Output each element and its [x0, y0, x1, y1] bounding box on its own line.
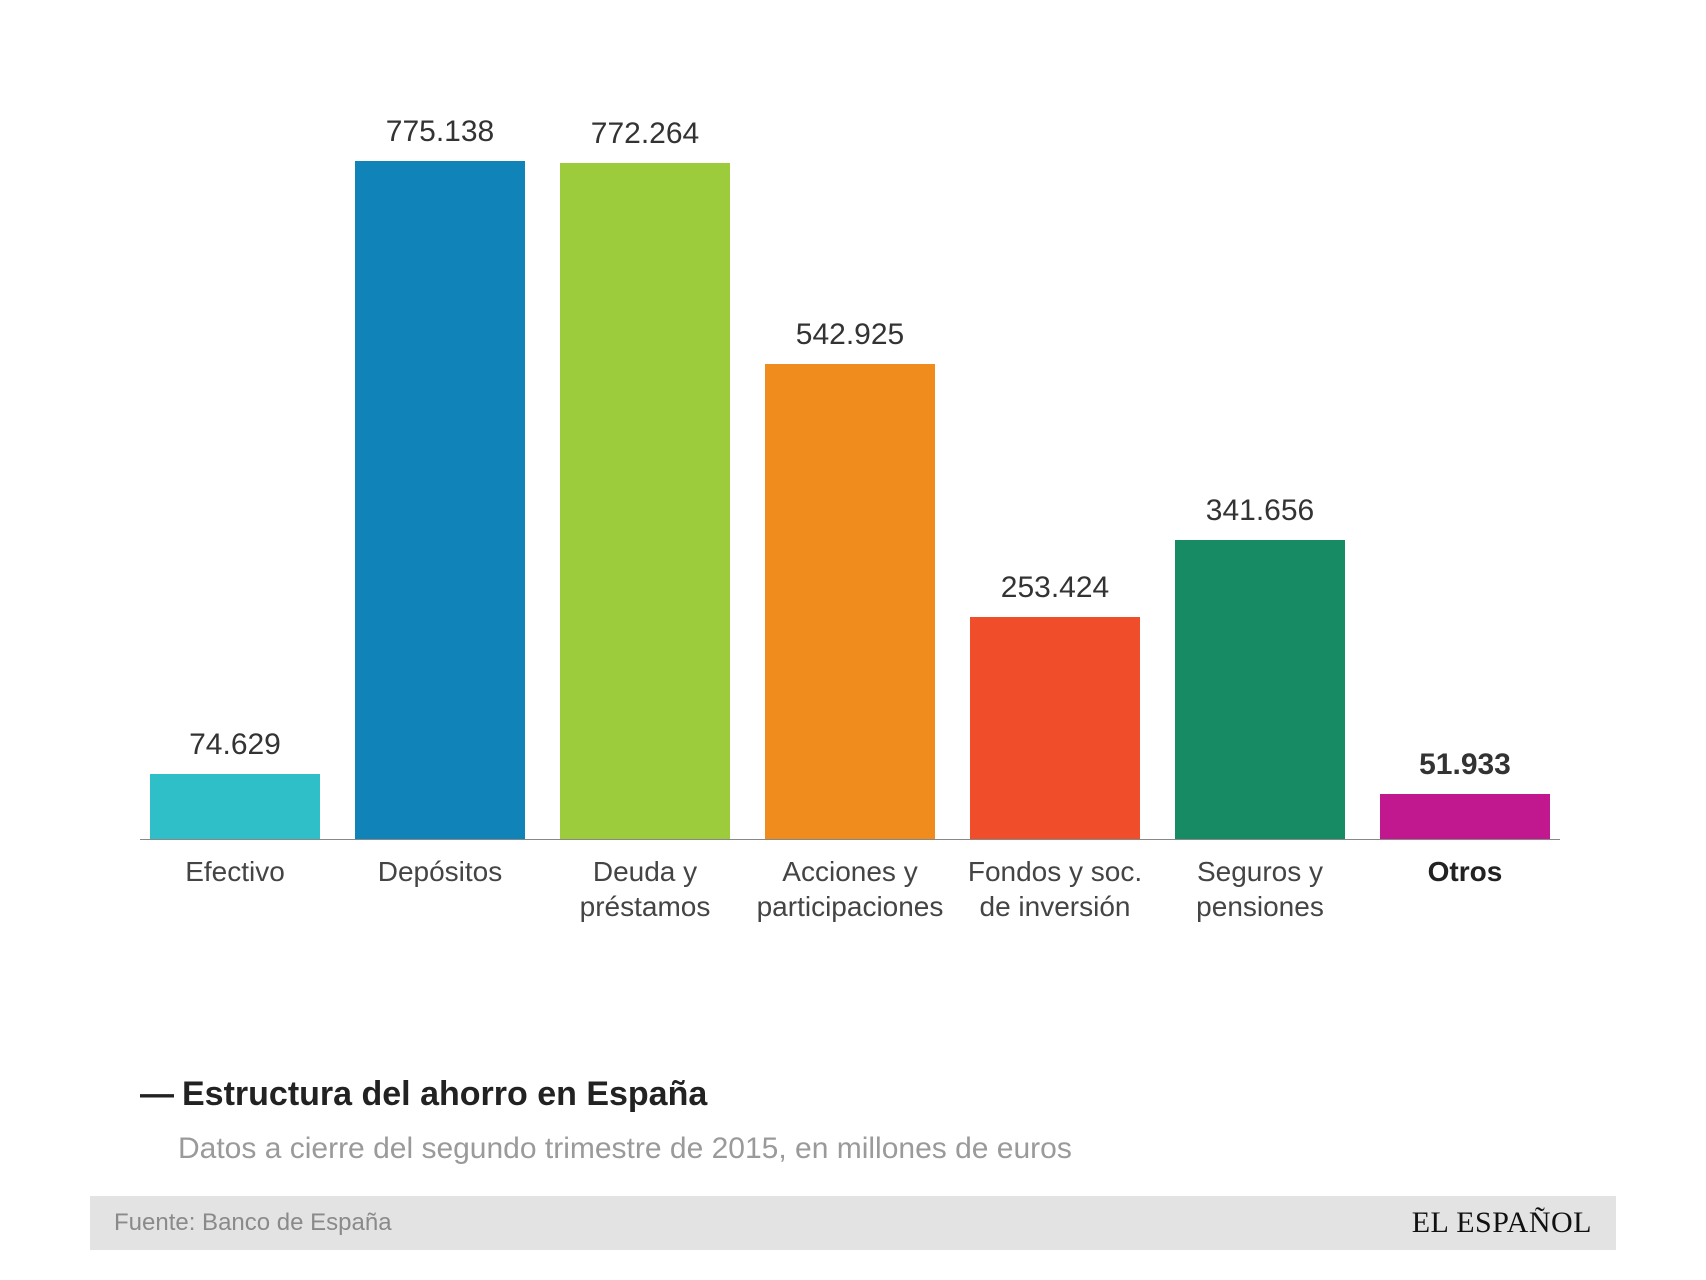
- bar-group: 542.925: [755, 318, 945, 839]
- bar-value: 74.629: [189, 728, 281, 762]
- bar-label: Fondos y soc. de inversión: [960, 854, 1150, 924]
- bar-group: 775.138: [345, 115, 535, 839]
- bar-label: Seguros y pensiones: [1165, 854, 1355, 924]
- bar-label: Otros: [1370, 854, 1560, 924]
- bar-value: 341.656: [1206, 494, 1314, 528]
- bar-group: 341.656: [1165, 494, 1355, 839]
- title-block: — Estructura del ahorro en España Datos …: [140, 1075, 1072, 1166]
- bar-value: 542.925: [796, 318, 904, 352]
- bar-group: 253.424: [960, 571, 1150, 839]
- chart-area: 74.629 775.138 772.264 542.925 253.424 341.65…: [140, 80, 1560, 960]
- bar-group: 51.933: [1370, 748, 1560, 839]
- bar-value: 253.424: [1001, 571, 1109, 605]
- bar-value: 51.933: [1419, 748, 1511, 782]
- bars-container: 74.629 775.138 772.264 542.925 253.424 341.65…: [140, 80, 1560, 840]
- bar: [150, 774, 320, 839]
- bar-value: 772.264: [591, 117, 699, 151]
- bar: [765, 364, 935, 839]
- bar: [1380, 794, 1550, 839]
- chart-subtitle: Datos a cierre del segundo trimestre de …: [178, 1132, 1072, 1166]
- footer-bar: Fuente: Banco de España EL ESPAÑOL: [90, 1196, 1616, 1250]
- bar-value: 775.138: [386, 115, 494, 149]
- bar-labels-row: EfectivoDepósitosDeuda y préstamosAccion…: [140, 854, 1560, 924]
- title-text: Estructura del ahorro en España: [182, 1075, 707, 1114]
- footer-brand: EL ESPAÑOL: [1412, 1206, 1592, 1240]
- bar-group: 772.264: [550, 117, 740, 839]
- title-dash: —: [140, 1075, 174, 1114]
- bar-label: Efectivo: [140, 854, 330, 924]
- bar: [355, 161, 525, 839]
- footer-source: Fuente: Banco de España: [114, 1209, 392, 1237]
- bar: [970, 617, 1140, 839]
- bar: [560, 163, 730, 839]
- bar-label: Acciones y participaciones: [755, 854, 945, 924]
- bar-group: 74.629: [140, 728, 330, 839]
- chart-title: — Estructura del ahorro en España: [140, 1075, 1072, 1114]
- bar-label: Deuda y préstamos: [550, 854, 740, 924]
- bar: [1175, 540, 1345, 839]
- bar-label: Depósitos: [345, 854, 535, 924]
